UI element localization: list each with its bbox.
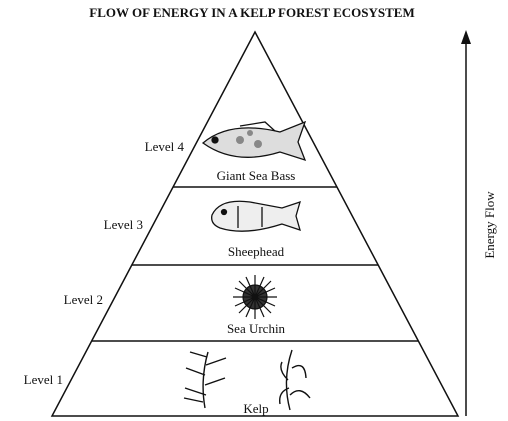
arrow-label: Energy Flow — [482, 191, 497, 259]
level-label: Level 2 — [64, 292, 103, 307]
organism-name: Giant Sea Bass — [217, 168, 296, 183]
sheephead-icon — [212, 201, 300, 231]
sea-bass-icon — [203, 122, 305, 160]
title: FLOW OF ENERGY IN A KELP FOREST ECOSYSTE… — [89, 5, 414, 20]
energy-arrow — [461, 30, 471, 416]
organism-name: Sheephead — [228, 244, 285, 259]
level-label: Level 4 — [145, 139, 185, 154]
organism-name: Sea Urchin — [227, 321, 286, 336]
level-label: Level 1 — [24, 372, 63, 387]
urchin-icon — [233, 275, 277, 319]
diagram: FLOW OF ENERGY IN A KELP FOREST ECOSYSTE… — [0, 0, 508, 421]
organism-name: Kelp — [243, 401, 268, 416]
level-label: Level 3 — [104, 217, 143, 232]
